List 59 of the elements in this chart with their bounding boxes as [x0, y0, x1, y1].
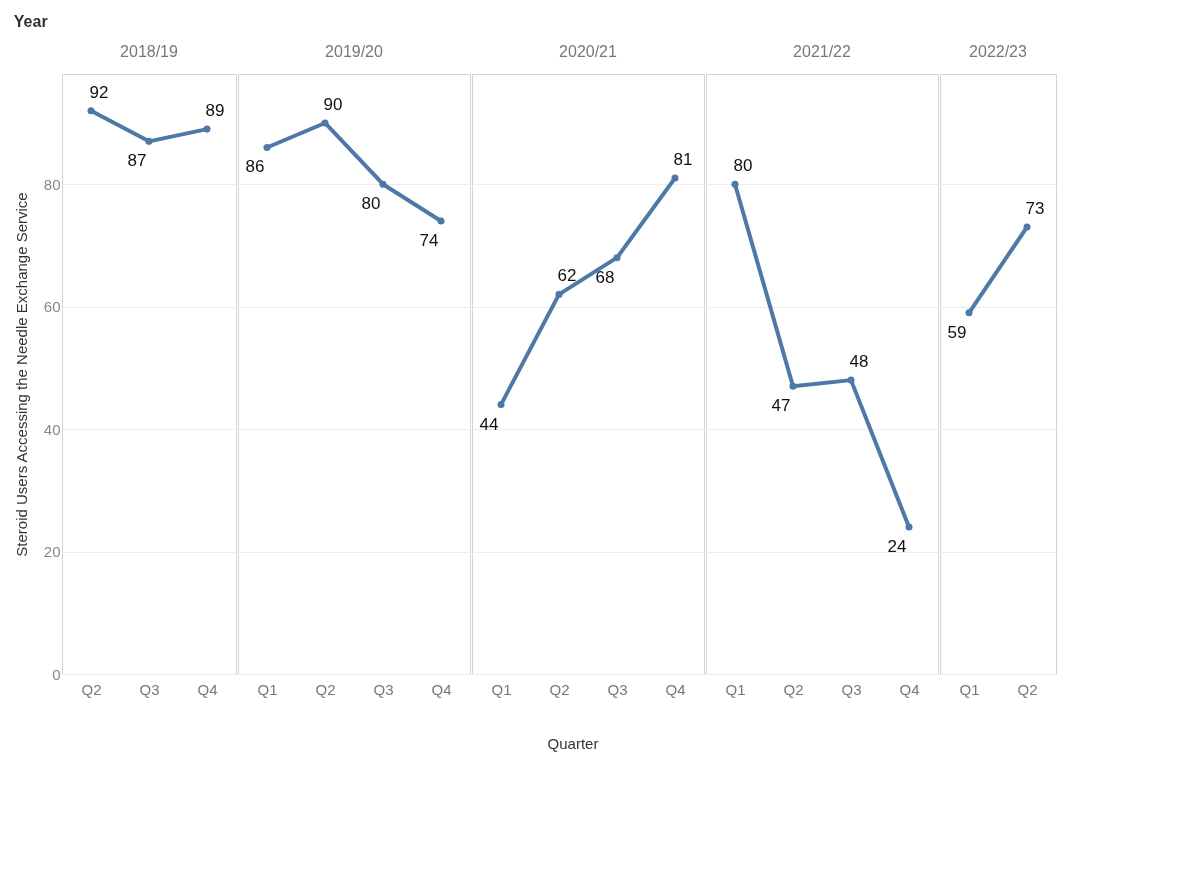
- data-label: 89: [205, 101, 225, 121]
- x-tick-label: Q2: [315, 680, 336, 698]
- point: [497, 401, 505, 409]
- chart-title: 2020/21: [559, 43, 618, 60]
- point: [613, 254, 621, 262]
- point: [321, 119, 329, 127]
- data-label: 92: [89, 82, 109, 102]
- y-tick-label: 0: [52, 665, 61, 683]
- point: [671, 174, 679, 182]
- point: [847, 376, 855, 384]
- x-tick-label: Q2: [81, 680, 102, 698]
- x-tick-label: Q4: [665, 680, 686, 698]
- x-tick-label: Q2: [783, 680, 804, 698]
- x-tick-label: Q3: [139, 680, 160, 698]
- y-tick-label: 20: [43, 543, 61, 561]
- point: [263, 143, 271, 151]
- chart-title: 2019/20: [325, 43, 384, 60]
- data-label: 87: [127, 151, 147, 171]
- x-tick-label: Q4: [197, 680, 218, 698]
- y-tick-label: 40: [43, 420, 61, 438]
- x-tick-label: Q1: [491, 680, 512, 698]
- x-tick-label: Q3: [607, 680, 628, 698]
- data-label: 81: [673, 150, 693, 170]
- y-tick-label: 60: [43, 298, 61, 316]
- point: [555, 290, 563, 298]
- point: [437, 217, 445, 225]
- y-axis-title: Steroid Users Accessing the Needle Exchange Service: [12, 192, 30, 557]
- text: Year: [13, 12, 48, 30]
- x-tick-label: Q4: [899, 680, 920, 698]
- data-label: 80: [733, 156, 753, 176]
- x-tick-label: Q1: [257, 680, 278, 698]
- x-tick-label: Q3: [841, 680, 862, 698]
- data-label: 80: [361, 194, 381, 214]
- x-tick-label: Q4: [431, 680, 452, 698]
- data-label: 24: [887, 537, 907, 557]
- x-tick-label: Q1: [959, 680, 980, 698]
- data-label: 62: [557, 266, 577, 286]
- point: [379, 180, 387, 188]
- x-tick-label: Q3: [373, 680, 394, 698]
- y-tick-label: 80: [43, 175, 61, 193]
- chart-title: 2022/23: [969, 43, 1028, 60]
- data-label: 74: [419, 230, 439, 250]
- chart-title: 2021/22: [793, 43, 852, 60]
- point: [731, 180, 739, 188]
- x-tick-label: Q1: [725, 680, 746, 698]
- data-label: 44: [479, 414, 499, 434]
- data-label: 48: [849, 352, 869, 372]
- data-label: 68: [595, 267, 615, 287]
- data-label: 86: [245, 157, 265, 177]
- x-tick-label: Q2: [1017, 680, 1038, 698]
- data-label: 90: [323, 94, 343, 114]
- data-label: 73: [1025, 199, 1045, 219]
- data-label: 59: [947, 322, 967, 342]
- x-tick-label: Q2: [549, 680, 570, 698]
- text: Quarter: [546, 735, 600, 752]
- point: [905, 523, 913, 531]
- chart-title: 2018/19: [120, 43, 179, 60]
- point: [789, 382, 797, 390]
- data-label: 47: [771, 396, 791, 416]
